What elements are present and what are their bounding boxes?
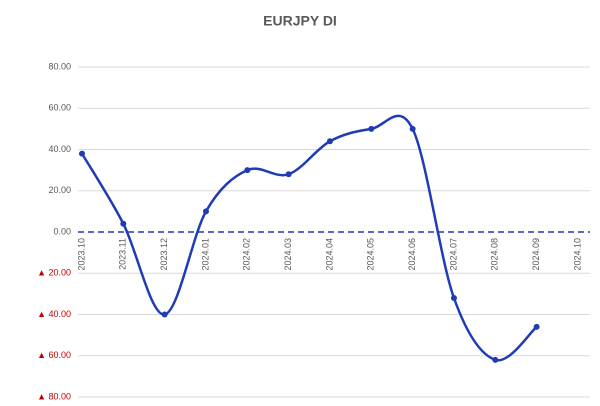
data-point bbox=[492, 356, 499, 363]
data-point bbox=[244, 167, 251, 174]
y-tick-label: 40.00 bbox=[48, 144, 71, 154]
x-tick-label: 2024.07 bbox=[448, 238, 458, 271]
x-tick-label: 2024.04 bbox=[324, 238, 334, 271]
y-tick-label: 60.00 bbox=[48, 103, 71, 113]
y-tick-label: ▲ 20.00 bbox=[37, 268, 71, 278]
data-point bbox=[79, 150, 85, 157]
data-point bbox=[161, 311, 168, 318]
x-tick-label: 2024.05 bbox=[366, 238, 376, 271]
x-tick-label: 2024.08 bbox=[490, 238, 500, 271]
x-tick-label: 2023.12 bbox=[159, 238, 169, 271]
y-tick-label: 80.00 bbox=[48, 61, 71, 71]
data-point bbox=[533, 323, 540, 330]
data-point bbox=[326, 138, 333, 145]
data-point bbox=[202, 208, 209, 215]
y-tick-label: ▲ 80.00 bbox=[37, 391, 71, 401]
y-tick-label: 0.00 bbox=[53, 226, 71, 236]
y-tick-label: ▲ 40.00 bbox=[37, 309, 71, 319]
data-point bbox=[409, 125, 416, 132]
x-tick-label: 2023.10 bbox=[76, 238, 86, 271]
x-tick-label: 2024.10 bbox=[572, 238, 582, 271]
x-tick-label: 2023.11 bbox=[118, 238, 128, 270]
x-tick-label: 2024.01 bbox=[200, 238, 210, 271]
x-tick-label: 2024.09 bbox=[531, 238, 541, 271]
data-point bbox=[368, 125, 375, 132]
y-tick-label: ▲ 60.00 bbox=[37, 350, 71, 360]
x-tick-label: 2024.03 bbox=[283, 238, 293, 271]
data-point bbox=[450, 295, 457, 301]
data-point bbox=[285, 171, 292, 178]
x-tick-label: 2024.06 bbox=[407, 238, 417, 271]
y-tick-label: 20.00 bbox=[48, 185, 71, 195]
data-point bbox=[120, 220, 127, 227]
x-tick-label: 2024.02 bbox=[242, 238, 252, 271]
series-line bbox=[80, 114, 538, 362]
chart-title: EURJPY DI bbox=[263, 13, 337, 29]
